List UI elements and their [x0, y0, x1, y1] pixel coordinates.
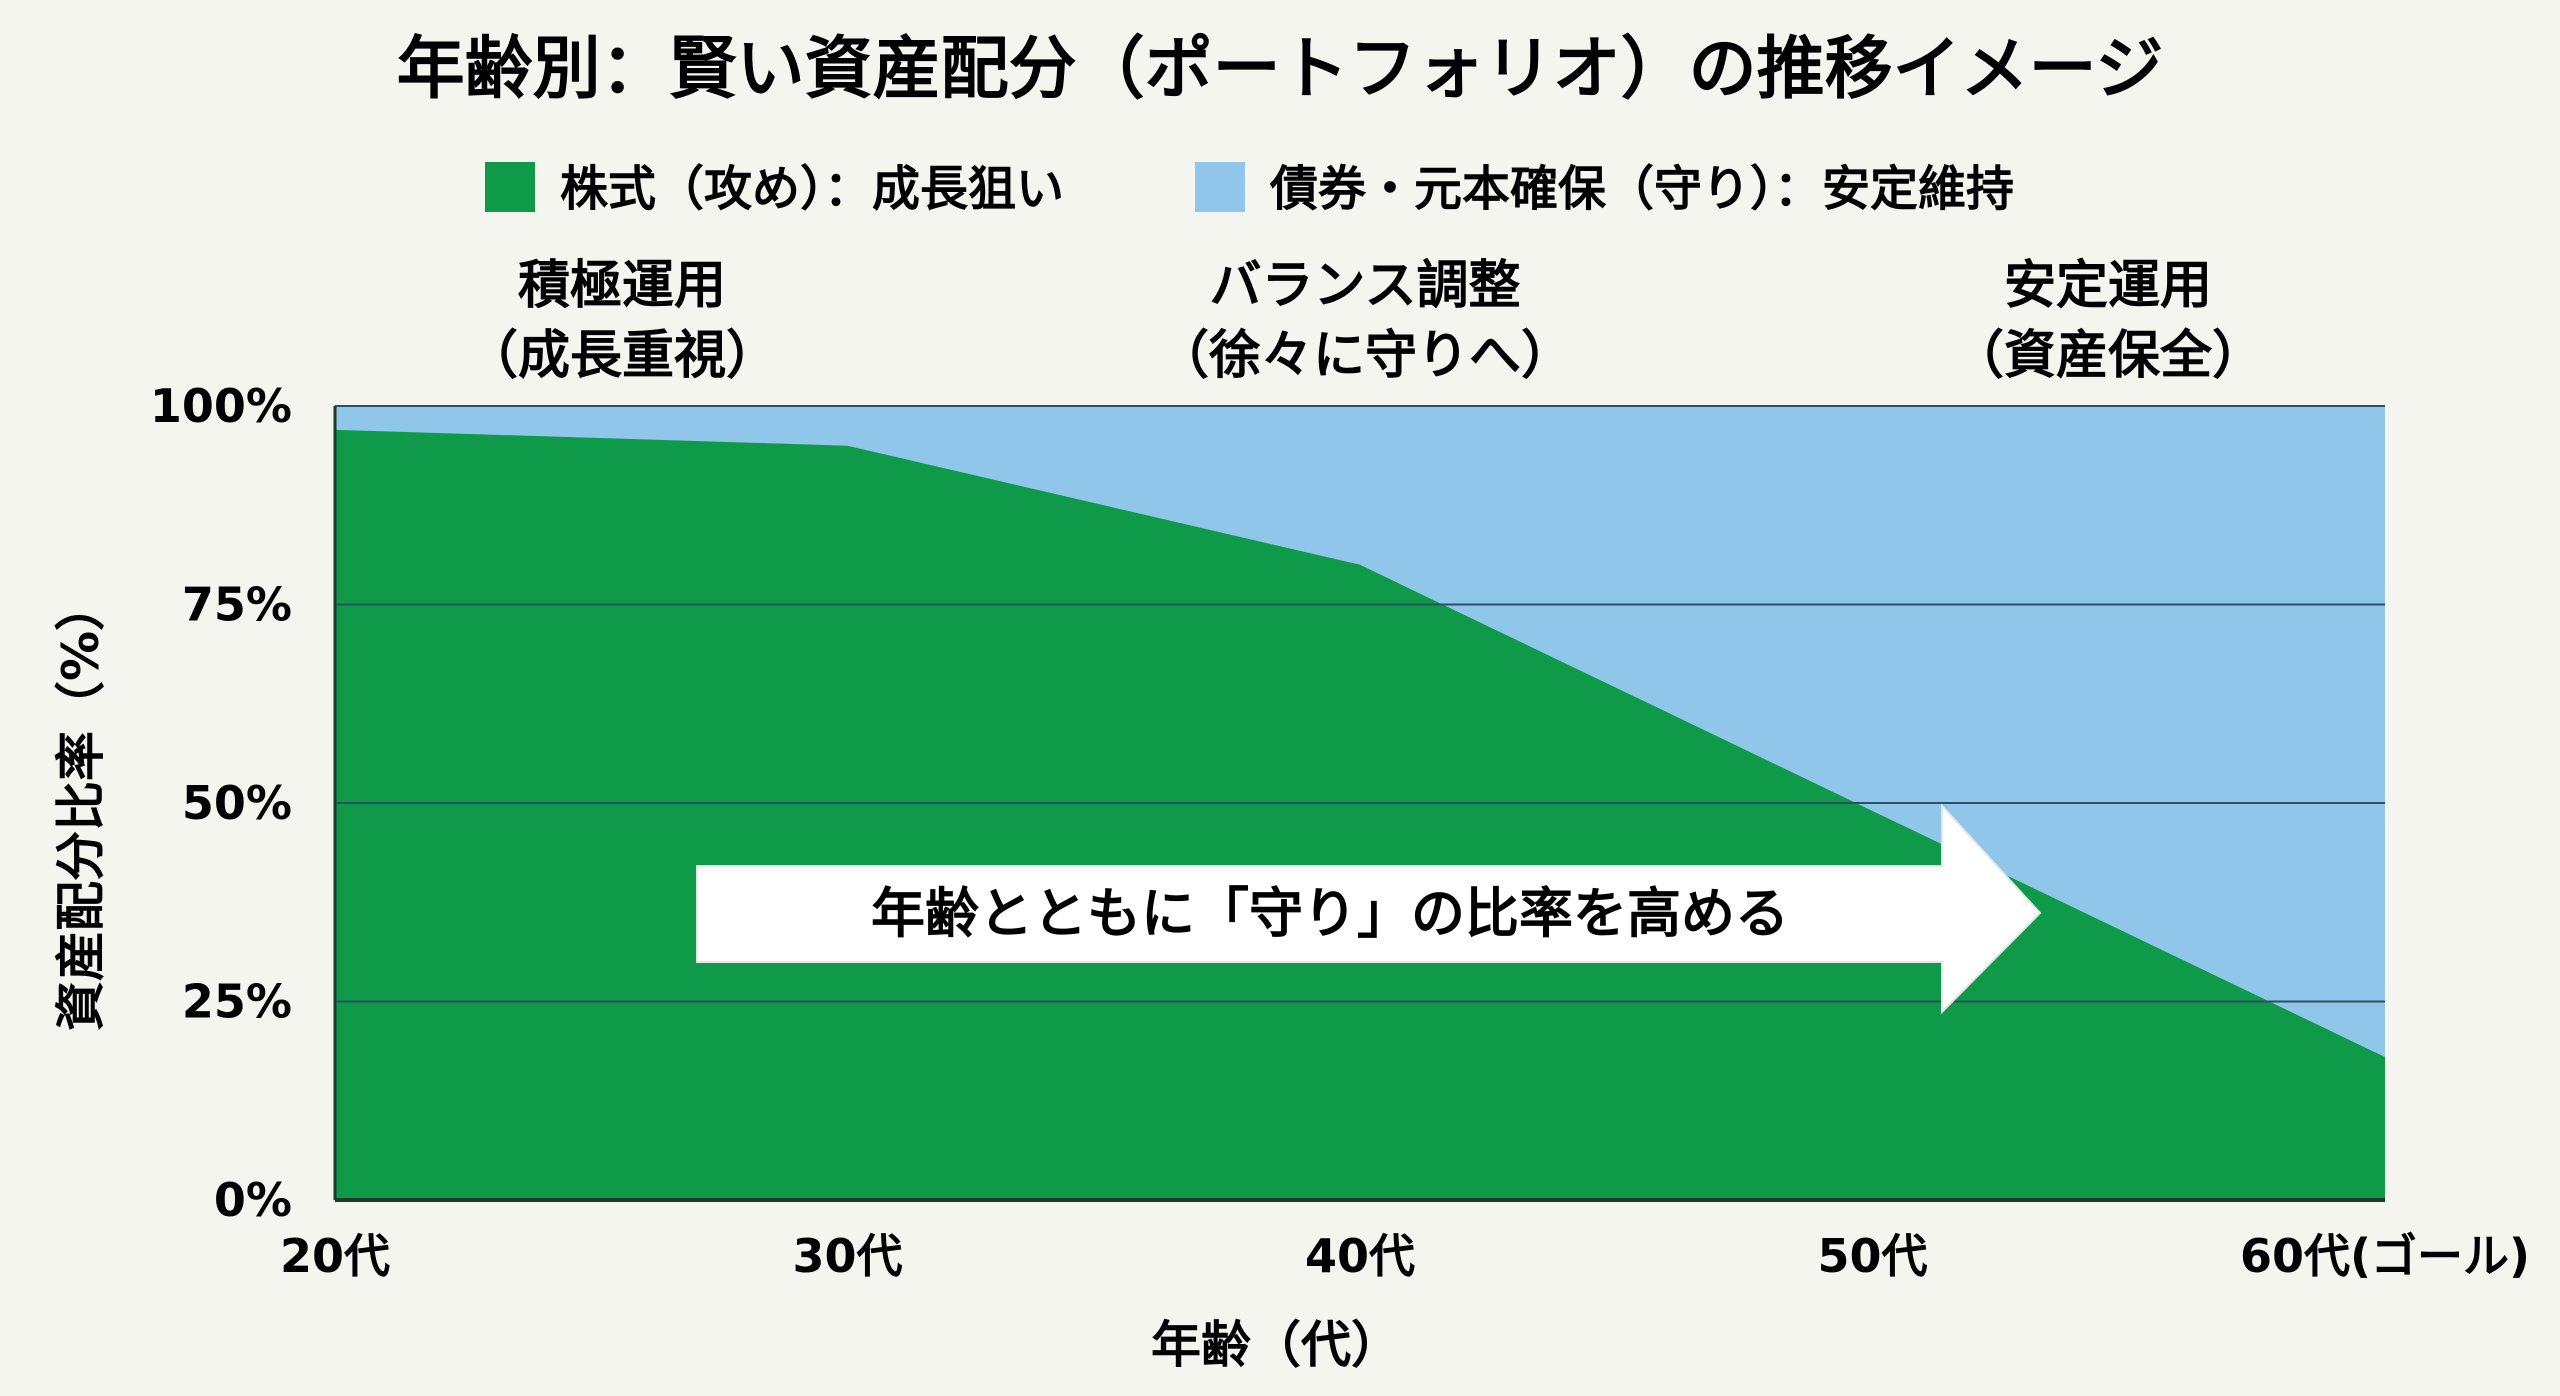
y-tick-label: 75%	[182, 578, 292, 632]
phase-label-title: バランス調整	[1210, 256, 1521, 316]
y-axis-ticks: 0% 25% 50% 75% 100%	[150, 379, 292, 1227]
x-tick-label: 20代	[280, 1229, 390, 1283]
x-axis-label: 年齢（代）	[1151, 1316, 1401, 1374]
phase-label-subtitle: （成長重視）	[466, 326, 778, 386]
legend-label-bonds: 債券・元本確保（守り）：安定維持	[1269, 161, 2014, 217]
x-tick-label: 50代	[1817, 1229, 1927, 1283]
arrow-shape	[696, 803, 2042, 1015]
chart-title: 年齢別：賢い資産配分（ポートフォリオ）の推移イメージ	[397, 30, 2164, 109]
x-tick-label: 30代	[792, 1229, 902, 1283]
legend: 株式（攻め）：成長狙い 債券・元本確保（守り）：安定維持	[485, 161, 2014, 217]
legend-label-stocks: 株式（攻め）：成長狙い	[560, 161, 1064, 217]
plot-area: 年齢とともに「守り」の比率を高める	[333, 405, 2385, 1202]
y-tick-label: 100%	[150, 379, 292, 433]
phase-label-title: 積極運用	[518, 256, 726, 316]
annotation-arrow: 年齢とともに「守り」の比率を高める	[696, 803, 2042, 1015]
phase-label-title: 安定運用	[2004, 256, 2212, 316]
y-axis-label: 資産配分比率（%）	[52, 581, 110, 1031]
x-tick-label: 60代(ゴール)	[2240, 1229, 2530, 1283]
legend-swatch-bonds	[1195, 162, 1245, 212]
annotation-text: 年齢とともに「守り」の比率を高める	[871, 882, 1789, 945]
phase-labels: 積極運用 （成長重視） バランス調整 （徐々に守りへ） 安定運用 （資産保全）	[466, 256, 2264, 386]
phase-label-subtitle: （資産保全）	[1952, 326, 2264, 386]
legend-swatch-stocks	[485, 162, 535, 212]
y-tick-label: 50%	[182, 776, 292, 830]
x-axis-ticks: 20代 30代 40代 50代 60代(ゴール)	[280, 1229, 2530, 1283]
area-stocks	[335, 429, 2385, 1200]
y-tick-label: 25%	[182, 975, 292, 1029]
phase-label-subtitle: （徐々に守りへ）	[1157, 326, 1573, 386]
gridlines	[333, 405, 2385, 1202]
x-tick-label: 40代	[1305, 1229, 1415, 1283]
y-tick-label: 0%	[214, 1173, 292, 1227]
